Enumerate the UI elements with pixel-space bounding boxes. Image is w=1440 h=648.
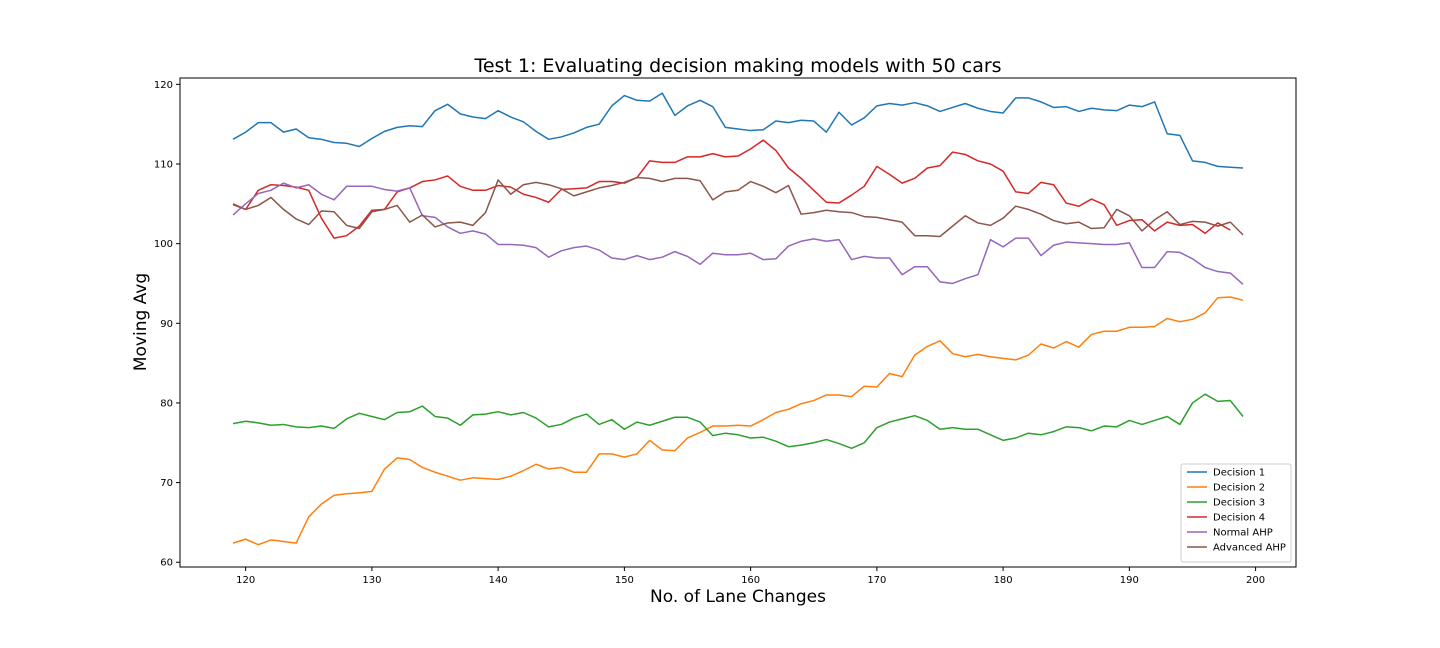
legend-entry-label: Decision 2 — [1213, 483, 1265, 494]
x-tick-label: 200 — [1246, 575, 1265, 586]
series-line-decision-3 — [232, 393, 1244, 450]
x-tick-label: 140 — [489, 575, 508, 586]
legend-entry-label: Advanced AHP — [1213, 543, 1286, 554]
series-line-decision-1 — [232, 92, 1244, 169]
x-tick-label: 160 — [741, 575, 760, 586]
y-tick-label: 70 — [160, 478, 173, 489]
y-axis-label: Moving Avg — [131, 273, 151, 371]
legend-entry-label: Decision 1 — [1213, 468, 1265, 479]
series-line-decision-2 — [232, 296, 1244, 546]
x-axis-label: No. of Lane Changes — [650, 587, 826, 607]
series-line-normal-ahp — [232, 182, 1244, 285]
legend: Decision 1 Decision 2 Decision 3 Decision 4… — [1180, 463, 1292, 563]
legend-entry-label: Decision 3 — [1213, 498, 1265, 509]
y-tick-label: 100 — [154, 239, 173, 250]
series-line-advanced-ahp — [232, 176, 1244, 238]
x-tick-label: 180 — [994, 575, 1013, 586]
x-tick-label: 150 — [615, 575, 634, 586]
x-tick-label: 120 — [236, 575, 255, 586]
y-tick-label: 60 — [160, 558, 173, 569]
legend-box — [1180, 463, 1292, 563]
y-tick-label: 90 — [160, 319, 173, 330]
x-tick-label: 190 — [1120, 575, 1139, 586]
plot-area — [232, 92, 1244, 546]
chart-title: Test 1: Evaluating decision making model… — [473, 55, 1001, 77]
y-tick-label: 120 — [154, 80, 173, 91]
x-tick-label: 130 — [362, 575, 381, 586]
y-tick-label: 110 — [154, 160, 173, 171]
legend-entry-label: Normal AHP — [1213, 528, 1273, 539]
x-tick-label: 170 — [867, 575, 886, 586]
legend-entry-label: Decision 4 — [1213, 513, 1265, 524]
y-tick-label: 80 — [160, 398, 173, 409]
plot-frame — [179, 77, 1297, 568]
y-axis: 60 70 80 90 100 110 120 — [154, 80, 180, 569]
x-axis: 120 130 140 150 160 170 180 190 200 — [236, 567, 1265, 586]
